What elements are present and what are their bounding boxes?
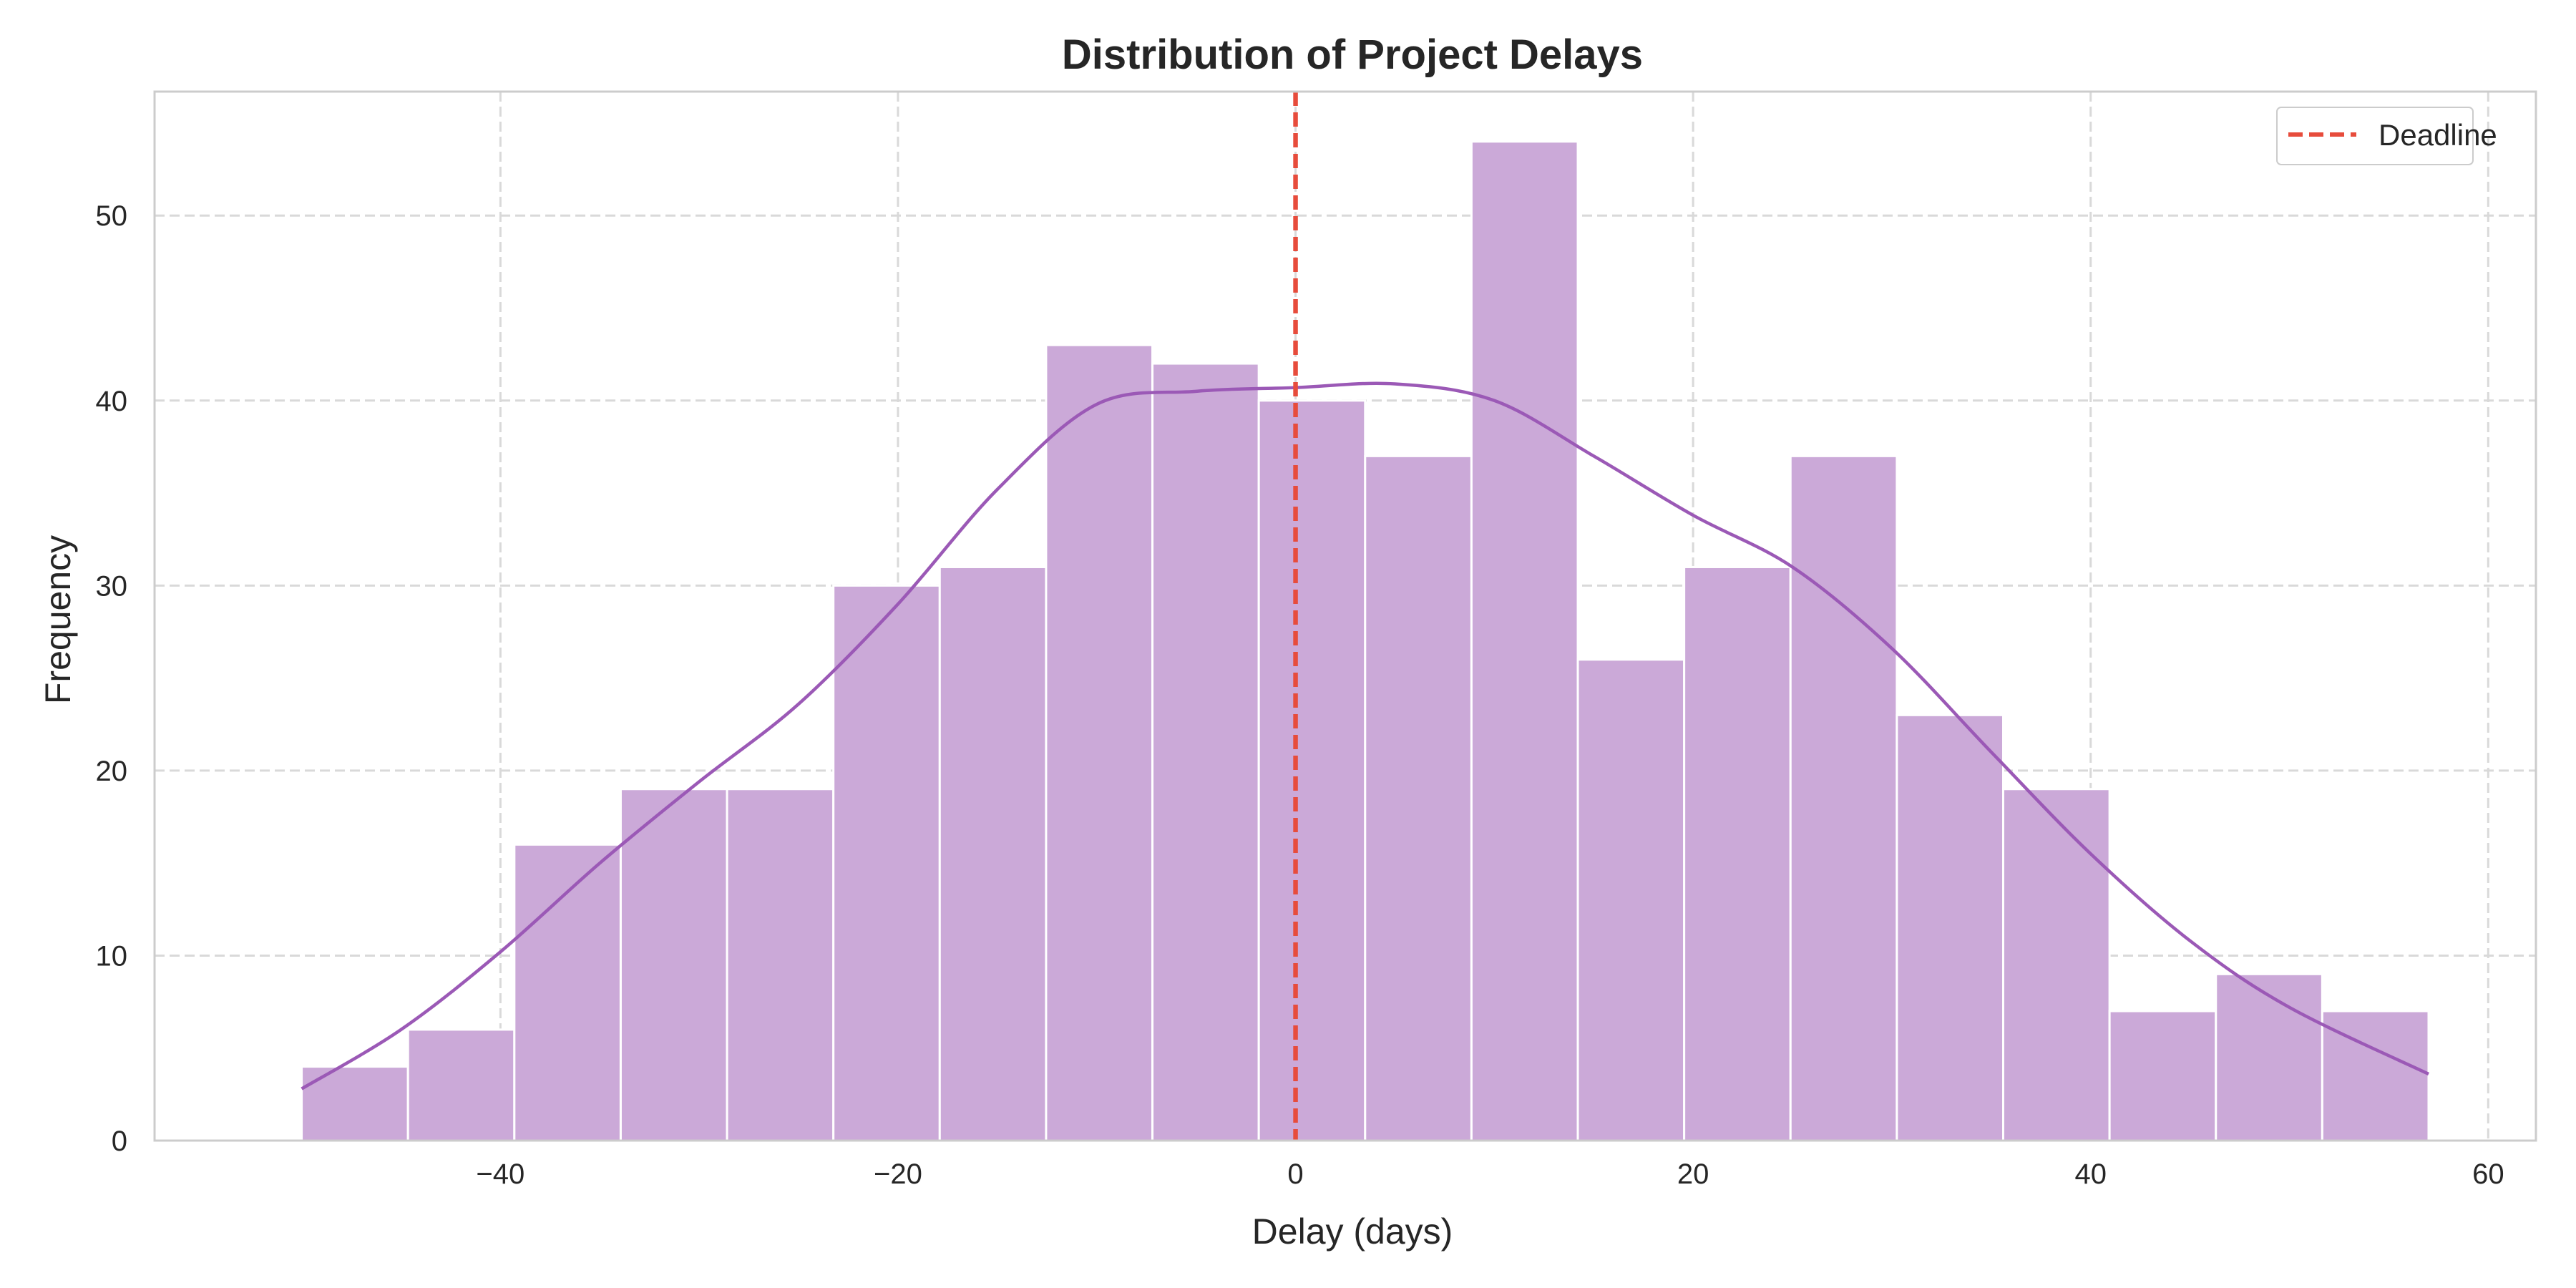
histogram-bar-18 <box>2215 972 2323 1142</box>
y-tick-label-2: 20 <box>96 756 128 787</box>
histogram-bar-9 <box>1257 399 1367 1142</box>
x-tick-label-4: 40 <box>2074 1158 2107 1190</box>
histogram-bar-16 <box>2002 788 2111 1142</box>
y-axis-ticks: 0 10 20 30 40 50 <box>96 200 128 1157</box>
x-tick-label-3: 20 <box>1677 1158 1709 1190</box>
histogram-bar-12 <box>1576 658 1686 1142</box>
y-tick-label-1: 10 <box>96 940 128 972</box>
x-tick-label-2: 0 <box>1287 1158 1303 1190</box>
histogram-bar-14 <box>1789 454 1898 1142</box>
legend-deadline-label: Deadline <box>2379 118 2497 152</box>
histogram-bar-0 <box>301 1065 409 1142</box>
histogram-bar-10 <box>1364 454 1473 1142</box>
x-tick-label-1: −20 <box>874 1158 922 1190</box>
x-tick-label-0: −40 <box>476 1158 525 1190</box>
y-tick-label-3: 30 <box>96 570 128 602</box>
histogram-bar-5 <box>832 584 941 1142</box>
histogram-bar-15 <box>1896 713 2005 1142</box>
kde-curve-path <box>301 381 2429 1091</box>
y-tick-label-4: 40 <box>96 386 128 417</box>
y-tick-label-0: 0 <box>112 1126 127 1157</box>
x-tick-label-5: 60 <box>2472 1158 2504 1190</box>
legend-box <box>2276 107 2474 165</box>
histogram-bar-4 <box>726 788 835 1142</box>
histogram-bar-17 <box>2108 1010 2218 1142</box>
histogram-bar-13 <box>1683 565 1792 1142</box>
kde-curve <box>301 381 2429 1091</box>
legend: Deadline <box>2276 107 2497 165</box>
histogram-bar-8 <box>1151 362 1260 1142</box>
histogram-bar-2 <box>513 843 622 1142</box>
x-axis-label: Delay (days) <box>1252 1211 1453 1252</box>
histogram-bar-7 <box>1045 343 1154 1142</box>
y-tick-label-5: 50 <box>96 200 128 232</box>
y-axis-label: Frequency <box>38 535 78 704</box>
histogram-bar-6 <box>938 565 1048 1142</box>
histogram-bars <box>301 140 2430 1142</box>
histogram-bar-3 <box>619 788 728 1142</box>
x-axis-ticks: −40 −20 0 20 40 60 <box>476 1158 2504 1190</box>
plot-frame <box>153 90 2537 1142</box>
histogram-bar-1 <box>406 1028 516 1142</box>
chart-title: Distribution of Project Delays <box>1062 31 1643 78</box>
histogram-bar-11 <box>1470 140 1579 1142</box>
